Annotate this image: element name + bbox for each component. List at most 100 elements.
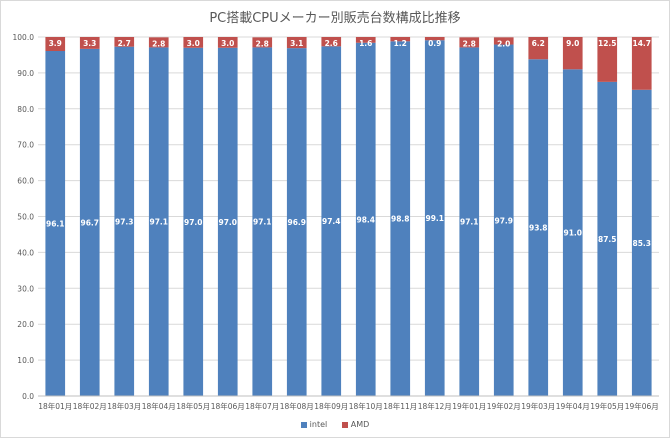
bar-intel bbox=[321, 46, 342, 397]
legend-swatch-amd bbox=[341, 421, 348, 428]
bar-intel bbox=[528, 59, 549, 397]
y-tick-label: 60.0 bbox=[17, 177, 34, 186]
data-label-amd: 1.2 bbox=[394, 39, 407, 48]
bar-intel bbox=[355, 42, 376, 397]
bar-amd bbox=[355, 37, 376, 43]
bar-amd bbox=[390, 37, 411, 42]
bar-amd bbox=[459, 37, 480, 48]
bar-amd bbox=[286, 37, 307, 49]
data-label-amd: 1.6 bbox=[359, 39, 372, 48]
data-label-intel: 97.3 bbox=[115, 217, 134, 226]
data-label-intel: 96.9 bbox=[287, 218, 306, 227]
bar-amd bbox=[562, 37, 583, 70]
data-label-amd: 9.0 bbox=[566, 39, 579, 48]
bar-intel bbox=[459, 47, 480, 396]
data-label-amd: 3.0 bbox=[187, 39, 200, 48]
data-label-amd: 6.2 bbox=[532, 39, 545, 48]
y-tick-label: 0.0 bbox=[22, 392, 34, 401]
bar-intel bbox=[493, 44, 514, 396]
x-tick-label: 19年05月 bbox=[590, 401, 624, 411]
bar-amd bbox=[631, 37, 652, 90]
legend-label-amd: AMD bbox=[350, 420, 370, 429]
y-tick-label: 40.0 bbox=[17, 248, 34, 257]
legend-item-amd: AMD bbox=[341, 420, 370, 429]
data-label-intel: 93.8 bbox=[529, 224, 548, 233]
bar-amd bbox=[321, 37, 342, 47]
bar-amd bbox=[45, 37, 66, 52]
x-tick-label: 18年01月 bbox=[38, 401, 72, 411]
data-label-intel: 97.1 bbox=[149, 218, 168, 227]
data-label-amd: 12.5 bbox=[598, 39, 617, 48]
data-label-amd: 2.8 bbox=[463, 39, 476, 48]
data-label-intel: 96.7 bbox=[80, 218, 99, 227]
bar-intel bbox=[217, 47, 238, 397]
data-label-amd: 0.9 bbox=[428, 39, 441, 48]
y-tick-label: 80.0 bbox=[17, 105, 34, 114]
bar-intel bbox=[390, 41, 411, 397]
bar-intel bbox=[183, 47, 204, 397]
x-tick-label: 18年12月 bbox=[418, 401, 452, 411]
y-tick-label: 100.0 bbox=[13, 33, 35, 42]
x-tick-label: 18年11月 bbox=[383, 401, 417, 411]
x-tick-label: 18年05月 bbox=[176, 401, 210, 411]
legend-item-intel: intel bbox=[300, 420, 327, 429]
data-label-amd: 2.8 bbox=[152, 39, 165, 48]
x-tick-label: 19年06月 bbox=[625, 401, 659, 411]
data-label-intel: 98.4 bbox=[356, 215, 375, 224]
y-tick-label: 30.0 bbox=[17, 284, 34, 293]
x-tick-label: 19年03月 bbox=[521, 401, 555, 411]
data-label-intel: 87.5 bbox=[598, 235, 617, 244]
bar-intel bbox=[79, 48, 100, 397]
data-label-intel: 99.1 bbox=[425, 214, 444, 223]
bar-intel bbox=[562, 69, 583, 396]
data-label-amd: 3.1 bbox=[290, 39, 303, 48]
x-tick-label: 19年02月 bbox=[487, 401, 521, 411]
y-tick-label: 50.0 bbox=[17, 213, 34, 222]
bar-amd bbox=[424, 37, 445, 41]
bar-intel bbox=[286, 48, 307, 397]
data-label-intel: 97.9 bbox=[494, 216, 513, 225]
bar-amd bbox=[217, 37, 238, 48]
y-tick-label: 10.0 bbox=[17, 356, 34, 365]
data-label-amd: 2.6 bbox=[325, 39, 338, 48]
chart-legend: intel AMD bbox=[1, 420, 669, 429]
bar-amd bbox=[252, 37, 273, 48]
data-label-amd: 14.7 bbox=[632, 39, 651, 48]
x-tick-label: 18年07月 bbox=[245, 401, 279, 411]
y-tick-label: 90.0 bbox=[17, 69, 34, 78]
data-label-intel: 97.1 bbox=[253, 218, 272, 227]
data-label-intel: 91.0 bbox=[563, 229, 582, 238]
bar-intel bbox=[424, 40, 445, 397]
x-tick-label: 18年08月 bbox=[280, 401, 314, 411]
bar-amd bbox=[148, 37, 169, 48]
y-tick-label: 20.0 bbox=[17, 320, 34, 329]
legend-swatch-intel bbox=[300, 421, 307, 428]
bar-intel bbox=[252, 47, 273, 396]
data-label-intel: 97.0 bbox=[218, 218, 237, 227]
bar-amd bbox=[493, 37, 514, 45]
chart-title: PC搭載CPUメーカー別販売台数構成比推移 bbox=[209, 11, 461, 26]
data-label-intel: 97.1 bbox=[460, 218, 479, 227]
bar-intel bbox=[114, 46, 135, 397]
bar-amd bbox=[528, 37, 549, 60]
data-label-amd: 2.8 bbox=[256, 39, 269, 48]
bar-intel bbox=[148, 47, 169, 396]
bar-intel bbox=[597, 81, 618, 396]
x-tick-label: 18年03月 bbox=[107, 401, 141, 411]
bar-amd bbox=[597, 37, 618, 82]
data-label-intel: 85.3 bbox=[632, 239, 651, 248]
bar-amd bbox=[183, 37, 204, 48]
x-tick-label: 18年09月 bbox=[314, 401, 348, 411]
data-label-intel: 97.4 bbox=[322, 217, 341, 226]
data-label-amd: 2.0 bbox=[497, 39, 510, 48]
bar-amd bbox=[79, 37, 100, 49]
x-tick-label: 19年04月 bbox=[556, 401, 590, 411]
data-label-amd: 2.7 bbox=[118, 39, 131, 48]
x-tick-label: 19年01月 bbox=[452, 401, 486, 411]
x-tick-label: 18年06月 bbox=[211, 401, 245, 411]
x-tick-label: 18年10月 bbox=[349, 401, 383, 411]
x-tick-label: 18年02月 bbox=[73, 401, 107, 411]
data-label-intel: 96.1 bbox=[46, 220, 65, 229]
